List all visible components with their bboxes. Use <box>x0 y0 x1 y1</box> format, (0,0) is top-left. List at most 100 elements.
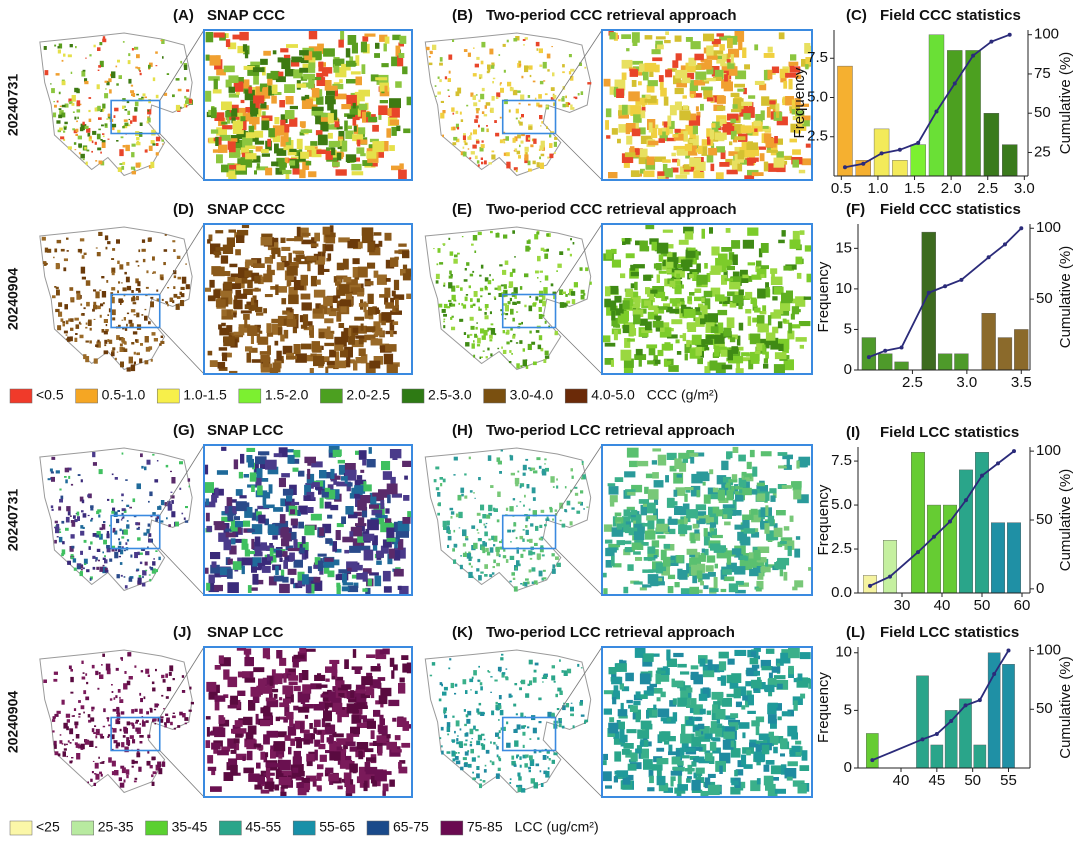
map-field <box>559 690 563 695</box>
map-field <box>549 153 554 159</box>
zoom-field <box>321 67 333 74</box>
map-field <box>92 462 97 466</box>
zoom-field <box>395 531 400 542</box>
map-field <box>137 577 142 584</box>
map-field <box>515 536 518 540</box>
zoom-field <box>306 473 315 484</box>
map-field <box>106 533 110 539</box>
map-field <box>53 256 55 259</box>
zoom-field <box>689 157 701 167</box>
zoom-field <box>791 306 800 315</box>
map-field <box>515 483 519 487</box>
zoom-field <box>335 169 347 176</box>
map-field <box>567 248 570 251</box>
map-field <box>68 475 71 479</box>
map-field <box>448 299 452 302</box>
zoom-field <box>795 337 807 342</box>
map-field <box>580 294 585 300</box>
zoom-field <box>778 465 787 469</box>
zoom-field <box>353 539 360 548</box>
zoom-field <box>662 229 673 233</box>
map-field <box>492 566 495 569</box>
zoom-field <box>790 313 795 320</box>
map-field <box>147 237 151 242</box>
map-field <box>111 309 116 316</box>
map-field <box>94 773 97 775</box>
zoom-field <box>781 292 793 304</box>
zoom-field <box>356 742 369 750</box>
map-field <box>53 678 58 682</box>
zoom-field <box>254 546 262 555</box>
zoom-field <box>298 521 304 529</box>
zoom-field <box>230 695 238 705</box>
zoom-field <box>361 337 367 343</box>
map-field <box>101 276 105 279</box>
zoom-field <box>302 574 309 585</box>
map-field <box>77 116 79 119</box>
map-field <box>499 709 504 716</box>
zoom-field <box>219 327 230 336</box>
map-field <box>509 340 513 343</box>
map-field <box>75 46 77 49</box>
zoom-field <box>684 143 692 152</box>
zoom-field <box>390 330 394 337</box>
zoom-field <box>327 484 334 494</box>
map-field <box>490 328 496 335</box>
map-field <box>70 318 74 322</box>
zoom-field <box>254 324 261 329</box>
map-field <box>97 509 102 513</box>
map-field <box>85 673 88 676</box>
zoom-field <box>626 135 633 145</box>
map-field <box>151 681 155 685</box>
zoom-field <box>383 586 392 593</box>
map-field <box>112 126 115 131</box>
zoom-field <box>263 705 269 717</box>
zoom-field <box>352 732 360 737</box>
zoom-field <box>744 64 750 70</box>
map-field <box>126 524 130 529</box>
zoom-field <box>729 301 737 308</box>
zoom-field <box>674 582 680 588</box>
map-field <box>170 721 173 726</box>
map-field <box>479 77 481 80</box>
map-field <box>185 263 187 265</box>
map-field <box>519 63 522 67</box>
map-field <box>438 502 441 507</box>
map-field <box>148 64 151 69</box>
zoom-connector <box>159 223 205 295</box>
zoom-field <box>309 327 314 338</box>
zoom-field <box>683 308 696 318</box>
map-field <box>167 287 170 289</box>
zoom-field <box>356 139 368 145</box>
map-field <box>451 750 455 755</box>
map-field <box>74 721 79 726</box>
zoom-field <box>219 567 232 576</box>
zoom-frame <box>203 223 413 375</box>
map-field <box>461 493 464 497</box>
zoom-field <box>283 329 289 339</box>
zoom-field <box>285 694 294 703</box>
map-field <box>519 483 525 487</box>
zoom-field <box>329 743 341 752</box>
zoom-field <box>684 343 692 353</box>
map-field <box>554 332 558 336</box>
zoom-field <box>706 67 714 75</box>
map-field <box>98 231 103 236</box>
zoom-field <box>337 712 342 723</box>
map-field <box>473 129 477 135</box>
map-field <box>528 126 533 130</box>
map-field <box>64 476 67 478</box>
map-field <box>71 757 74 759</box>
map-field <box>80 303 83 306</box>
map-field <box>577 93 580 96</box>
zoom-field <box>393 294 405 300</box>
zoom-field <box>345 741 356 747</box>
map-field <box>490 676 493 678</box>
zoom-field <box>234 77 244 84</box>
map-field <box>482 514 487 519</box>
map-field <box>452 142 457 146</box>
map-field <box>121 742 125 748</box>
zoom-field <box>794 580 804 588</box>
panel-label: (J) <box>173 624 191 641</box>
zoom-field <box>235 731 243 738</box>
